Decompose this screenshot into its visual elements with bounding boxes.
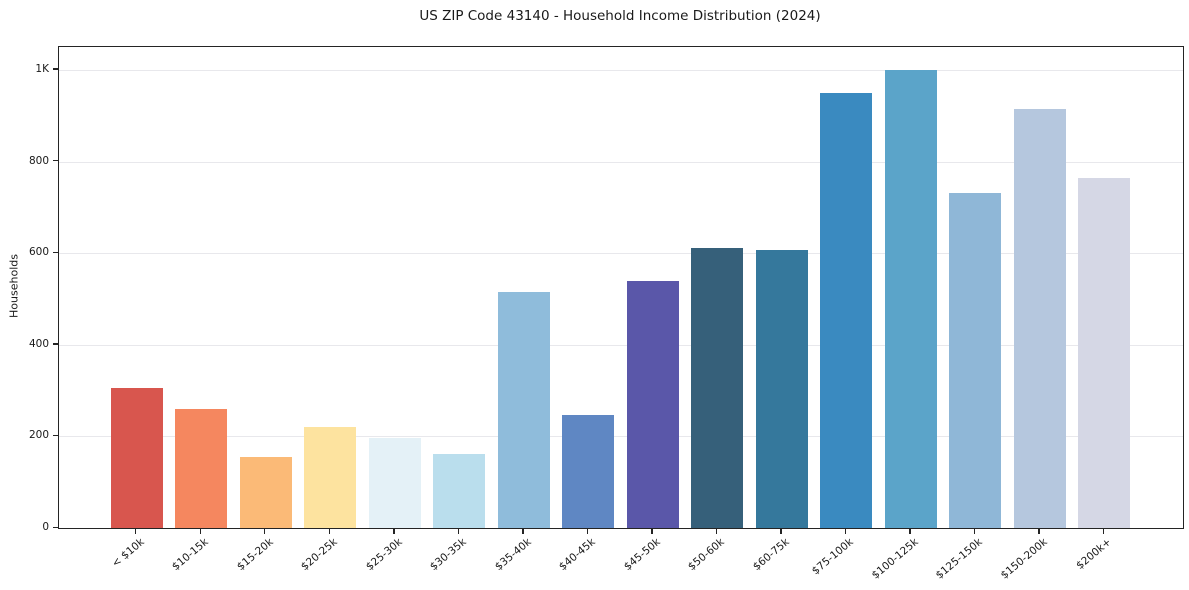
x-tick-mark	[457, 528, 460, 534]
x-tick-mark	[844, 528, 847, 534]
x-tick-mark	[651, 528, 653, 534]
bar-< $10k	[110, 388, 163, 528]
y-tick-mark	[53, 343, 58, 345]
gridline-y-800	[59, 161, 1183, 163]
x-tick-mark	[393, 528, 395, 534]
x-tick-label: < $10k	[109, 536, 147, 570]
bar-$45-50k	[626, 280, 679, 528]
x-tick-mark	[328, 528, 330, 534]
bar-$15-20k	[239, 457, 292, 528]
bar-$100-125k	[884, 69, 937, 528]
x-tick-mark	[973, 528, 976, 534]
y-tick-label: 200	[28, 429, 49, 442]
bar-$60-75k	[755, 250, 808, 528]
gridline-y-1K	[59, 69, 1183, 71]
y-tick-mark	[53, 526, 58, 528]
bar-$75-100k	[820, 92, 873, 528]
bar-$20-25k	[304, 427, 357, 528]
x-tick-mark	[199, 528, 201, 534]
gridline-y-200	[59, 436, 1183, 438]
plot-area	[58, 46, 1184, 529]
bar-$25-30k	[368, 438, 421, 528]
chart-title: US ZIP Code 43140 - Household Income Dis…	[419, 8, 821, 24]
y-tick-mark	[53, 160, 58, 162]
y-tick-label: 600	[28, 246, 49, 259]
gridline-y-600	[59, 253, 1183, 255]
y-axis-label: Households	[7, 254, 21, 318]
gridline-y-400	[59, 344, 1183, 346]
x-tick-mark	[909, 528, 911, 534]
y-tick-mark	[53, 251, 58, 254]
y-tick-label: 0	[42, 521, 49, 533]
bar-$150-200k	[1013, 109, 1066, 528]
y-tick-mark	[53, 434, 58, 437]
x-tick-mark	[1038, 528, 1040, 534]
x-tick-mark	[264, 528, 266, 534]
x-tick-mark	[522, 528, 524, 534]
x-tick-mark	[780, 528, 782, 534]
bar-$125-150k	[949, 193, 1002, 528]
y-tick-mark	[53, 68, 58, 70]
y-tick-label: 400	[28, 337, 49, 350]
x-tick-mark	[135, 528, 137, 534]
bar-$50-60k	[691, 248, 744, 528]
bar-$30-35k	[433, 454, 486, 528]
x-tick-mark	[1102, 528, 1105, 534]
y-tick-label: 800	[28, 154, 49, 167]
bar-$10-15k	[175, 408, 228, 528]
x-tick-mark	[715, 528, 718, 534]
bar-$40-45k	[562, 415, 615, 528]
bar-$200k+	[1078, 178, 1131, 528]
bar-$35-40k	[497, 292, 550, 528]
x-tick-mark	[586, 528, 589, 534]
y-tick-label: 1K	[35, 62, 49, 75]
